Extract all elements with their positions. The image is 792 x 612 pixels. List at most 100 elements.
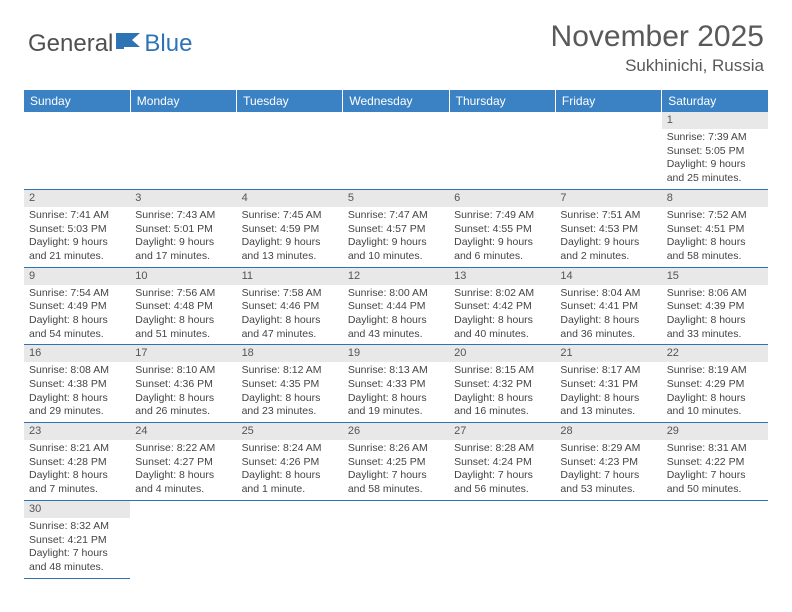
- day-content: Sunrise: 8:24 AMSunset: 4:26 PMDaylight:…: [237, 440, 343, 500]
- calendar-cell: 17Sunrise: 8:10 AMSunset: 4:36 PMDayligh…: [130, 345, 236, 423]
- day-number: 23: [24, 423, 130, 440]
- day-content: Sunrise: 8:28 AMSunset: 4:24 PMDaylight:…: [449, 440, 555, 500]
- calendar-cell: 2Sunrise: 7:41 AMSunset: 5:03 PMDaylight…: [24, 189, 130, 267]
- sunrise-text: Sunrise: 8:10 AM: [135, 364, 231, 378]
- sunrise-text: Sunrise: 7:43 AM: [135, 209, 231, 223]
- daylight-text: Daylight: 8 hours and 4 minutes.: [135, 469, 231, 496]
- daylight-text: Daylight: 7 hours and 48 minutes.: [29, 547, 125, 574]
- day-number: 27: [449, 423, 555, 440]
- day-content: Sunrise: 7:43 AMSunset: 5:01 PMDaylight:…: [130, 207, 236, 267]
- weekday-header: Monday: [130, 90, 236, 112]
- sunset-text: Sunset: 4:23 PM: [560, 456, 656, 470]
- sunset-text: Sunset: 4:24 PM: [454, 456, 550, 470]
- sunrise-text: Sunrise: 8:28 AM: [454, 442, 550, 456]
- day-number: 17: [130, 345, 236, 362]
- sunset-text: Sunset: 4:21 PM: [29, 534, 125, 548]
- sunset-text: Sunset: 4:53 PM: [560, 223, 656, 237]
- sunset-text: Sunset: 5:01 PM: [135, 223, 231, 237]
- day-content: Sunrise: 8:19 AMSunset: 4:29 PMDaylight:…: [662, 362, 768, 422]
- sunset-text: Sunset: 4:48 PM: [135, 300, 231, 314]
- sunset-text: Sunset: 4:59 PM: [242, 223, 338, 237]
- weekday-header-row: Sunday Monday Tuesday Wednesday Thursday…: [24, 90, 768, 112]
- calendar-cell: 26Sunrise: 8:26 AMSunset: 4:25 PMDayligh…: [343, 423, 449, 501]
- page-title: November 2025: [551, 20, 764, 54]
- day-content: Sunrise: 8:21 AMSunset: 4:28 PMDaylight:…: [24, 440, 130, 500]
- sunrise-text: Sunrise: 8:32 AM: [29, 520, 125, 534]
- sunrise-text: Sunrise: 7:51 AM: [560, 209, 656, 223]
- logo-word2: Blue: [144, 30, 192, 58]
- day-content: Sunrise: 8:26 AMSunset: 4:25 PMDaylight:…: [343, 440, 449, 500]
- calendar-row: 23Sunrise: 8:21 AMSunset: 4:28 PMDayligh…: [24, 423, 768, 501]
- day-number: 3: [130, 190, 236, 207]
- daylight-text: Daylight: 7 hours and 50 minutes.: [667, 469, 763, 496]
- calendar-row: 2Sunrise: 7:41 AMSunset: 5:03 PMDaylight…: [24, 189, 768, 267]
- sunrise-text: Sunrise: 8:22 AM: [135, 442, 231, 456]
- calendar-cell: 12Sunrise: 8:00 AMSunset: 4:44 PMDayligh…: [343, 267, 449, 345]
- day-number: 11: [237, 268, 343, 285]
- day-number: 30: [24, 501, 130, 518]
- calendar-cell: 4Sunrise: 7:45 AMSunset: 4:59 PMDaylight…: [237, 189, 343, 267]
- day-number: 21: [555, 345, 661, 362]
- sunset-text: Sunset: 4:27 PM: [135, 456, 231, 470]
- sunrise-text: Sunrise: 7:58 AM: [242, 287, 338, 301]
- daylight-text: Daylight: 8 hours and 36 minutes.: [560, 314, 656, 341]
- weekday-header: Friday: [555, 90, 661, 112]
- sunrise-text: Sunrise: 8:13 AM: [348, 364, 444, 378]
- calendar-cell: [237, 500, 343, 578]
- calendar-row: 30 Sunrise: 8:32 AMSunset: 4:21 PMDayligh…: [24, 500, 768, 578]
- calendar-cell: 15Sunrise: 8:06 AMSunset: 4:39 PMDayligh…: [662, 267, 768, 345]
- day-content: Sunrise: 8:29 AMSunset: 4:23 PMDaylight:…: [555, 440, 661, 500]
- calendar-cell: 1Sunrise: 7:39 AMSunset: 5:05 PMDaylight…: [662, 112, 768, 189]
- calendar-cell: [662, 500, 768, 578]
- calendar-cell: 18Sunrise: 8:12 AMSunset: 4:35 PMDayligh…: [237, 345, 343, 423]
- weekday-header: Wednesday: [343, 90, 449, 112]
- day-content: Sunrise: 8:08 AMSunset: 4:38 PMDaylight:…: [24, 362, 130, 422]
- sunrise-text: Sunrise: 8:00 AM: [348, 287, 444, 301]
- day-content: Sunrise: 7:56 AMSunset: 4:48 PMDaylight:…: [130, 285, 236, 345]
- calendar-cell: [555, 500, 661, 578]
- day-number: 24: [130, 423, 236, 440]
- sunset-text: Sunset: 4:49 PM: [29, 300, 125, 314]
- day-content: Sunrise: 7:51 AMSunset: 4:53 PMDaylight:…: [555, 207, 661, 267]
- sunrise-text: Sunrise: 7:52 AM: [667, 209, 763, 223]
- sunset-text: Sunset: 4:57 PM: [348, 223, 444, 237]
- sunrise-text: Sunrise: 7:47 AM: [348, 209, 444, 223]
- day-content: Sunrise: 8:13 AMSunset: 4:33 PMDaylight:…: [343, 362, 449, 422]
- sunrise-text: Sunrise: 8:19 AM: [667, 364, 763, 378]
- day-content: Sunrise: 8:17 AMSunset: 4:31 PMDaylight:…: [555, 362, 661, 422]
- calendar-cell: 14Sunrise: 8:04 AMSunset: 4:41 PMDayligh…: [555, 267, 661, 345]
- sunrise-text: Sunrise: 8:15 AM: [454, 364, 550, 378]
- calendar-cell: 5Sunrise: 7:47 AMSunset: 4:57 PMDaylight…: [343, 189, 449, 267]
- calendar-cell: 3Sunrise: 7:43 AMSunset: 5:01 PMDaylight…: [130, 189, 236, 267]
- day-content: Sunrise: 7:45 AMSunset: 4:59 PMDaylight:…: [237, 207, 343, 267]
- sunset-text: Sunset: 4:28 PM: [29, 456, 125, 470]
- sunset-text: Sunset: 4:29 PM: [667, 378, 763, 392]
- daylight-text: Daylight: 8 hours and 10 minutes.: [667, 392, 763, 419]
- daylight-text: Daylight: 8 hours and 1 minute.: [242, 469, 338, 496]
- calendar-cell: [237, 112, 343, 189]
- flag-icon: [116, 28, 144, 56]
- title-block: November 2025 Sukhinichi, Russia: [551, 20, 764, 76]
- sunset-text: Sunset: 4:25 PM: [348, 456, 444, 470]
- day-number: 10: [130, 268, 236, 285]
- sunset-text: Sunset: 4:38 PM: [29, 378, 125, 392]
- calendar-cell: [130, 500, 236, 578]
- sunrise-text: Sunrise: 7:45 AM: [242, 209, 338, 223]
- day-number: 22: [662, 345, 768, 362]
- calendar-cell: 19Sunrise: 8:13 AMSunset: 4:33 PMDayligh…: [343, 345, 449, 423]
- weekday-header: Sunday: [24, 90, 130, 112]
- sunset-text: Sunset: 4:46 PM: [242, 300, 338, 314]
- calendar-cell: 29Sunrise: 8:31 AMSunset: 4:22 PMDayligh…: [662, 423, 768, 501]
- sunset-text: Sunset: 4:51 PM: [667, 223, 763, 237]
- day-content: Sunrise: 8:10 AMSunset: 4:36 PMDaylight:…: [130, 362, 236, 422]
- day-number: 6: [449, 190, 555, 207]
- day-content: Sunrise: 8:04 AMSunset: 4:41 PMDaylight:…: [555, 285, 661, 345]
- day-number: 8: [662, 190, 768, 207]
- calendar-cell: 25Sunrise: 8:24 AMSunset: 4:26 PMDayligh…: [237, 423, 343, 501]
- daylight-text: Daylight: 8 hours and 23 minutes.: [242, 392, 338, 419]
- calendar-cell: 21Sunrise: 8:17 AMSunset: 4:31 PMDayligh…: [555, 345, 661, 423]
- daylight-text: Daylight: 8 hours and 7 minutes.: [29, 469, 125, 496]
- calendar-cell: 24 Sunrise: 8:22 AMSunset: 4:27 PMDayligh…: [130, 423, 236, 501]
- sunrise-text: Sunrise: 7:49 AM: [454, 209, 550, 223]
- day-number: 5: [343, 190, 449, 207]
